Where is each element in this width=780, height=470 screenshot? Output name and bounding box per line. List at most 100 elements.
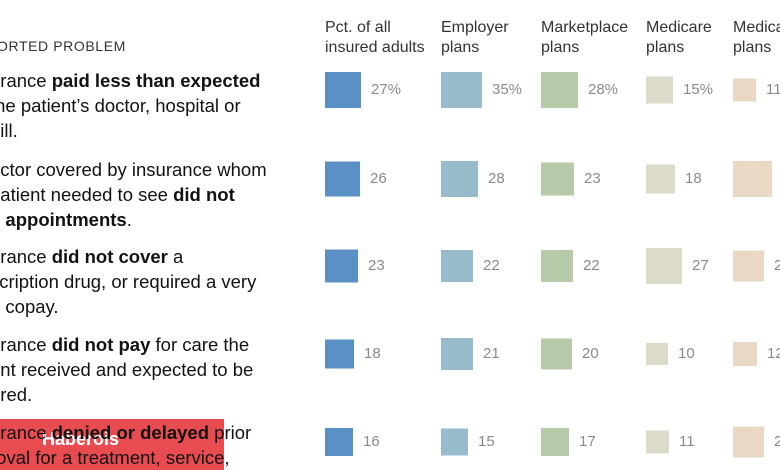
value-square	[541, 250, 573, 282]
column-header: Pct. of all insured adults	[325, 18, 425, 58]
value-square	[646, 343, 668, 365]
problem-text-segment: .	[126, 209, 132, 230]
value-square	[441, 250, 473, 282]
problem-line: urance did not cover a	[0, 244, 300, 269]
value-square	[325, 428, 353, 456]
value-label: 22	[583, 257, 600, 274]
problem-text-segment: urance	[0, 246, 47, 267]
value-square	[325, 339, 354, 369]
value-square	[646, 430, 669, 454]
column-header-line: Pct. of all	[325, 19, 391, 36]
problem-line: urance did not pay for care the	[0, 332, 300, 357]
value-square	[733, 426, 764, 458]
problem-emphasis: denied or delayed	[51, 422, 210, 443]
problem-text-segment: patient needed to see	[0, 184, 174, 205]
value-square	[646, 76, 673, 104]
column-header: Medicare plans	[646, 18, 712, 58]
problem-text-segment: for care the	[150, 334, 250, 355]
column-header-line: plans	[541, 39, 580, 56]
problem-text-segment: ent received and expected to be	[0, 359, 254, 380]
value-label: 20	[582, 345, 599, 362]
problem-line: patient needed to see did not	[0, 182, 300, 207]
problem-text-segment: prior	[209, 422, 252, 443]
value-label: 17	[579, 433, 596, 450]
value-square	[541, 162, 574, 196]
value-label: 28%	[588, 81, 619, 98]
problem-text-segment: roval for a treatment, service,	[0, 447, 230, 468]
value-square	[541, 428, 569, 456]
value-label: 10	[678, 345, 695, 362]
value-square	[646, 248, 682, 284]
value-square	[441, 428, 468, 456]
value-label: 23	[368, 257, 385, 274]
problem-emphasis: did not pay	[51, 334, 151, 355]
value-square	[441, 338, 473, 370]
value-square	[733, 250, 764, 282]
problem-text-segment: octor covered by insurance whom	[0, 159, 267, 180]
value-label: 11%	[766, 81, 780, 98]
problem-emphasis: e appointments	[0, 209, 127, 230]
value-label: 15%	[683, 81, 714, 98]
value-square	[441, 72, 482, 108]
column-header-line: plans	[646, 39, 685, 56]
column-header-line: Medicare	[646, 19, 712, 36]
problem-line: octor covered by insurance whom	[0, 157, 300, 182]
value-square	[441, 161, 478, 197]
watermark-banner	[0, 419, 224, 470]
value-label: 35%	[492, 81, 523, 98]
problem-text-segment: a	[167, 246, 184, 267]
problem-line: the patient’s doctor, hospital or	[0, 93, 300, 118]
value-square	[541, 72, 578, 108]
problem-emphasis: did not	[173, 184, 235, 205]
value-square	[733, 161, 772, 197]
problem-line: bill.	[0, 118, 300, 143]
problem-line: urance denied or delayed prior	[0, 420, 300, 445]
value-square	[325, 249, 358, 283]
value-label: 18	[364, 345, 381, 362]
value-label: 28	[488, 170, 505, 187]
value-label: 2	[774, 257, 780, 274]
problem-line: n copay.	[0, 294, 300, 319]
value-square	[541, 338, 572, 370]
value-label: 21	[483, 345, 500, 362]
problem-text-segment: the patient’s doctor, hospital or	[0, 95, 241, 116]
value-label: 12	[767, 345, 780, 362]
problem-line: e appointments.	[0, 207, 300, 232]
watermark-logo-text: Haberois	[42, 429, 120, 449]
problem-line: scription drug, or required a very	[0, 269, 300, 294]
column-header-line: Marketplace	[541, 19, 629, 36]
value-label: 15	[478, 433, 495, 450]
problem-emphasis: paid less than expected	[51, 70, 261, 91]
value-square	[733, 78, 756, 102]
problem-text-segment: bill.	[0, 120, 18, 141]
column-header-line: plans	[441, 39, 480, 56]
problem-emphasis: did not cover	[51, 246, 168, 267]
problem-text-segment: scription drug, or required a very	[0, 271, 257, 292]
value-square	[733, 342, 757, 366]
value-square	[325, 161, 360, 197]
problem-text-segment: n copay.	[0, 296, 59, 317]
value-label: 22	[483, 257, 500, 274]
column-header-line: plans	[733, 39, 772, 56]
column-header-line: Employer	[441, 19, 509, 36]
value-label: 27%	[371, 81, 402, 98]
problem-line: ent received and expected to be	[0, 357, 300, 382]
problem-text-segment: ered.	[0, 384, 33, 405]
column-header: Medica plans	[733, 18, 780, 58]
problem-text-segment: urance	[0, 422, 47, 443]
column-header: Marketplace plans	[541, 18, 628, 58]
problem-line: ered.	[0, 382, 300, 407]
problem-line: urance paid less than expected	[0, 68, 300, 93]
column-header-line: insured adults	[325, 39, 425, 56]
value-label: 27	[692, 257, 709, 274]
value-label: 23	[584, 170, 601, 187]
problem-description: octor covered by insurance whom patient n…	[0, 157, 300, 232]
value-label: 18	[685, 170, 702, 187]
problem-text-segment: urance	[0, 334, 47, 355]
value-label: 2	[774, 433, 780, 450]
